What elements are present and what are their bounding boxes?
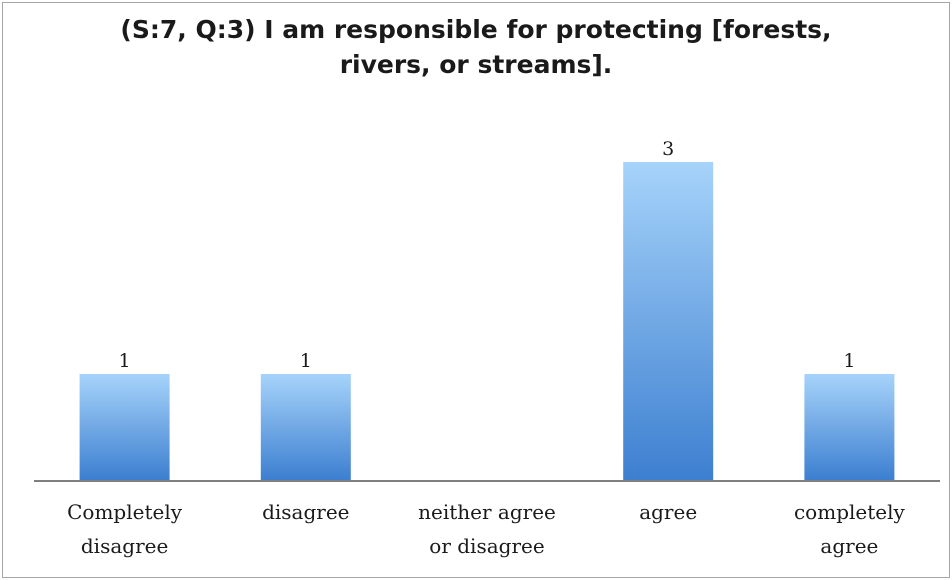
bar-1 xyxy=(260,374,351,480)
category-label-4-line-1: agree xyxy=(820,534,878,558)
category-label-3-line-0: agree xyxy=(639,500,697,524)
data-label-1: 1 xyxy=(300,350,312,372)
category-label-1-line-0: disagree xyxy=(262,500,349,524)
bar-3 xyxy=(623,162,714,480)
category-labels-group: Completely disagree disagree neither agree o… xyxy=(67,500,905,558)
category-label-0-line-1: disagree xyxy=(81,534,168,558)
chart-title-line-2: rivers, or streams]. xyxy=(339,50,613,79)
category-label-4-line-0: completely xyxy=(794,500,906,524)
category-label-2-line-1: or disagree xyxy=(429,534,544,558)
category-label-0-line-0: Completely xyxy=(67,500,183,524)
bar-0 xyxy=(79,374,170,480)
data-label-3: 3 xyxy=(662,138,674,160)
chart-title-line-1: (S:7, Q:3) I am responsible for protecti… xyxy=(120,15,832,44)
chart-title: (S:7, Q:3) I am responsible for protecti… xyxy=(0,12,952,82)
bars-group: 1 1 3 1 xyxy=(79,138,895,480)
data-label-0: 1 xyxy=(119,350,131,372)
data-label-4: 1 xyxy=(843,350,855,372)
category-label-2-line-0: neither agree xyxy=(418,500,556,524)
bar-4 xyxy=(804,374,895,480)
